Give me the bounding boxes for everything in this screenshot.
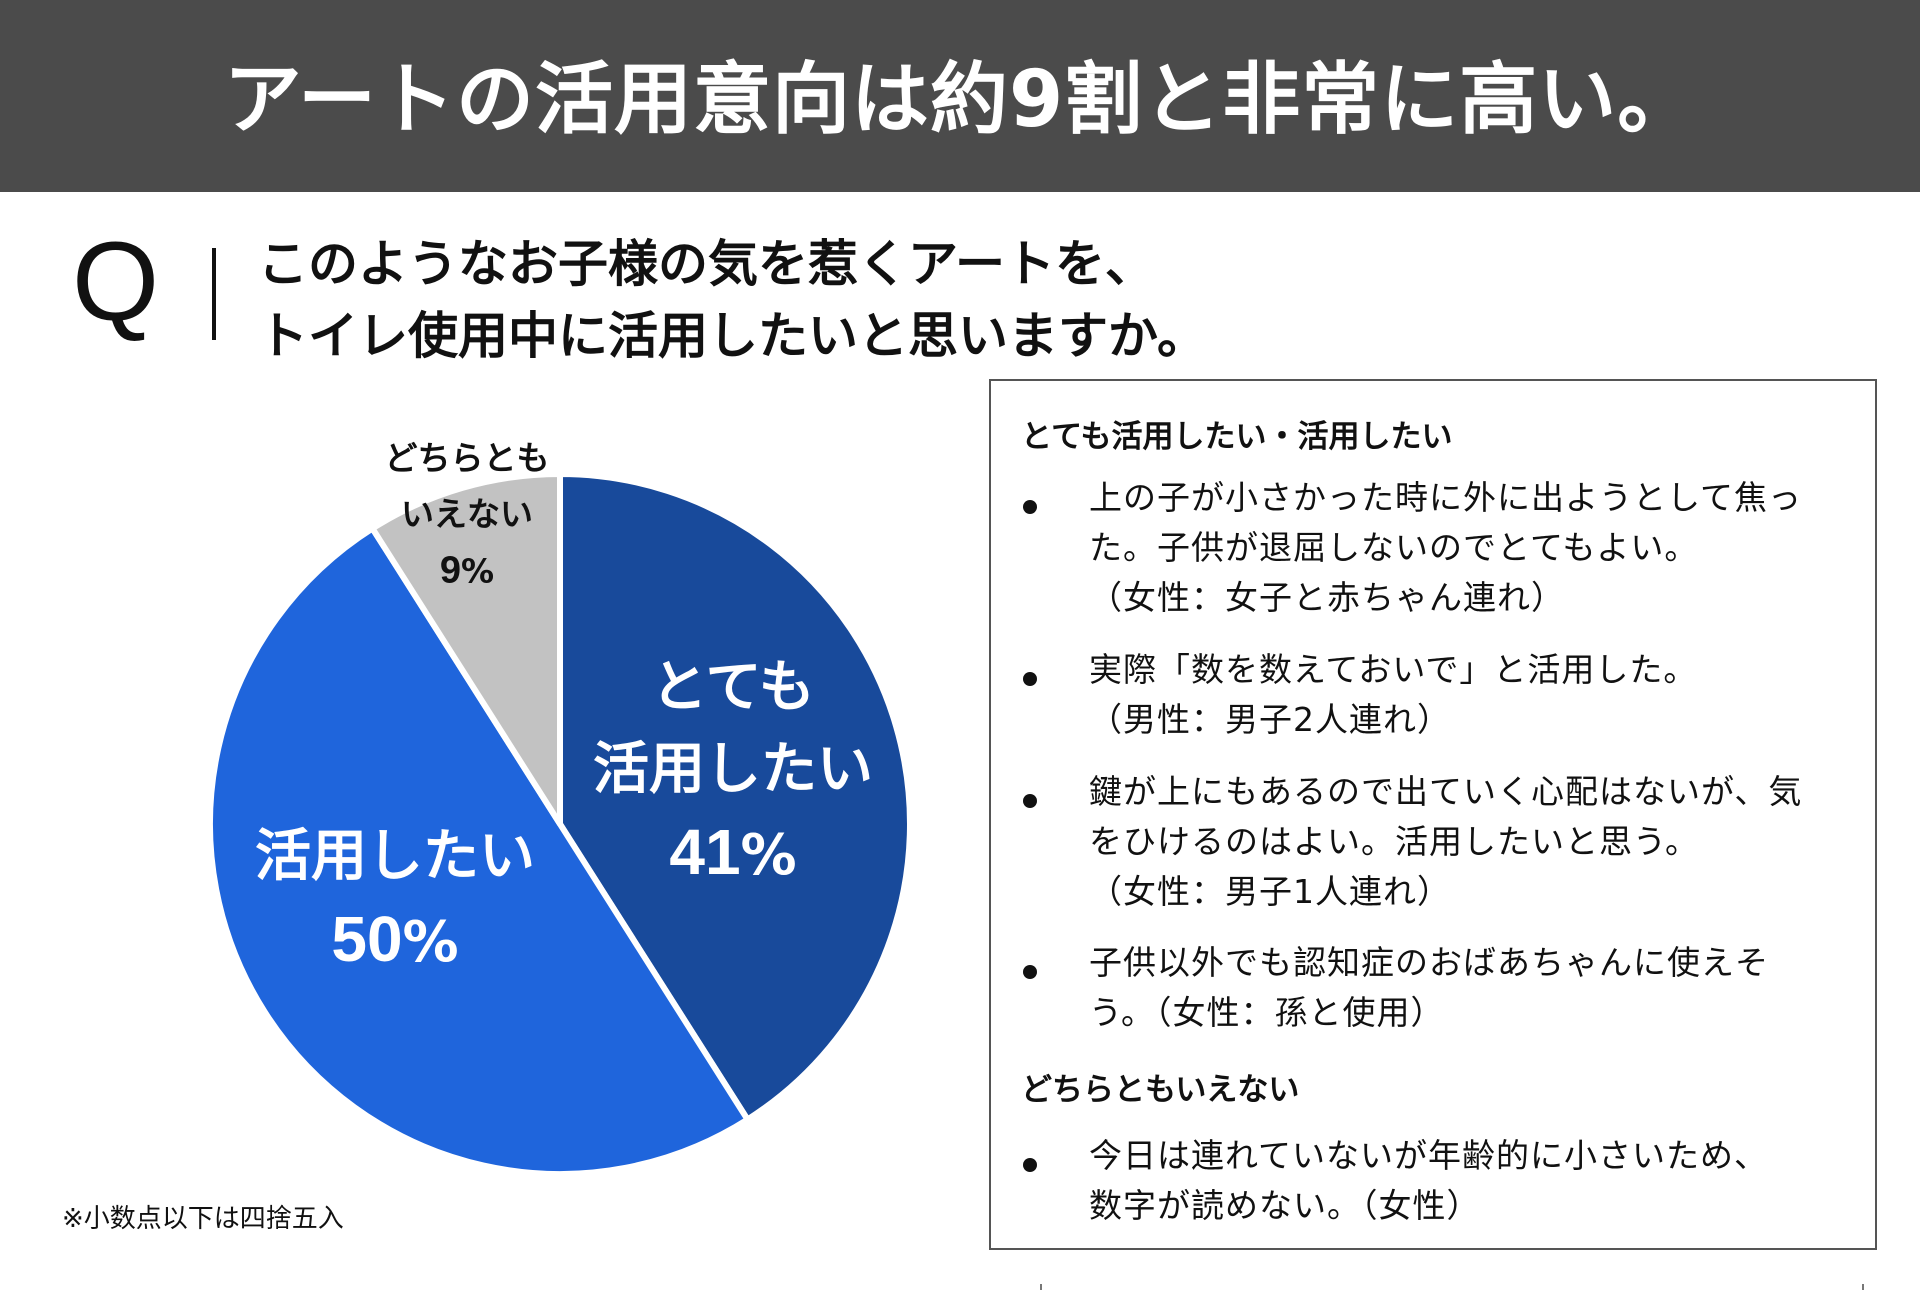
- edge-tick: [1862, 1284, 1864, 1290]
- page-title: アートの活用意向は約9割と非常に高い。: [223, 55, 1697, 145]
- slice-label-line: どちらとも: [384, 438, 550, 478]
- header-bar: アートの活用意向は約9割と非常に高い。: [0, 0, 1920, 192]
- comment-line: をひけるのはよい。活用したいと思う。: [1089, 822, 1700, 861]
- comment-line: 実際「数を数えておいで」と活用した。: [1089, 650, 1698, 689]
- bullet-dot: [1023, 965, 1037, 979]
- slice-value: 9: [439, 549, 462, 592]
- bullet-dot: [1023, 1158, 1037, 1172]
- question-line-1: このようなお子様の気を惹くアートを、: [258, 235, 1155, 293]
- question-divider: [212, 248, 216, 340]
- bullet-dot: [1023, 794, 1037, 808]
- comment-line: 子供以外でも認知症のおばあちゃんに使えそ: [1089, 943, 1769, 982]
- bullet-dot: [1023, 672, 1037, 686]
- comments-box: とても活用したい・活用したい 上の子が小さかった時に外に出ようとして焦っ た。子…: [989, 379, 1877, 1250]
- slice-label-very-much: とても 活用したい 41%: [593, 647, 873, 897]
- comment-line: う。（女性：孫と使用）: [1089, 993, 1445, 1032]
- comment-line: 数字が読めない。（女性）: [1089, 1186, 1481, 1225]
- slice-unit: %: [461, 551, 495, 591]
- section-heading: どちらともいえない: [1021, 1072, 1300, 1108]
- footnote: ※小数点以下は四捨五入: [62, 1204, 344, 1234]
- comment-line: 上の子が小さかった時に外に出ようとして焦っ: [1089, 478, 1803, 517]
- comment-line: （女性：女子と赤ちゃん連れ）: [1089, 578, 1565, 617]
- question-mark: Q: [72, 219, 160, 344]
- comment-line: （女性：男子1人連れ）: [1089, 872, 1451, 911]
- slice-value: 50: [331, 903, 403, 975]
- slice-label-line: 活用したい: [255, 824, 535, 889]
- edge-tick: [1040, 1284, 1042, 1290]
- comment-line: 鍵が上にもあるので出ていく心配はないが、気: [1089, 772, 1803, 811]
- slice-label-line: とても: [651, 655, 815, 720]
- slice-label-line: 活用したい: [593, 737, 873, 802]
- bullet-dot: [1023, 500, 1037, 514]
- pie-slice-2: [369, 471, 563, 827]
- slice-label-line: いえない: [401, 494, 533, 534]
- question-line-2: トイレ使用中に活用したいと思いますか。: [258, 307, 1207, 365]
- question-text: このようなお子様の気を惹くアートを、 トイレ使用中に活用したいと思いますか。: [258, 228, 1207, 372]
- section-heading: とても活用したい・活用したい: [1021, 419, 1453, 455]
- slice-label-want: 活用したい 50%: [255, 816, 535, 984]
- slice-value: 41: [669, 816, 741, 888]
- comment-line: （男性：男子2人連れ）: [1089, 700, 1451, 739]
- slice-unit: %: [402, 910, 459, 975]
- comment-line: 今日は連れていないが年齢的に小さいため、: [1089, 1136, 1769, 1175]
- comment-line: た。子供が退屈しないのでとてもよい。: [1089, 528, 1699, 567]
- slice-label-neutral: どちらとも いえない 9%: [385, 431, 550, 600]
- pie-slice-0: [557, 471, 913, 1123]
- slice-unit: %: [740, 823, 797, 888]
- pie-slice-1: [210, 528, 748, 1174]
